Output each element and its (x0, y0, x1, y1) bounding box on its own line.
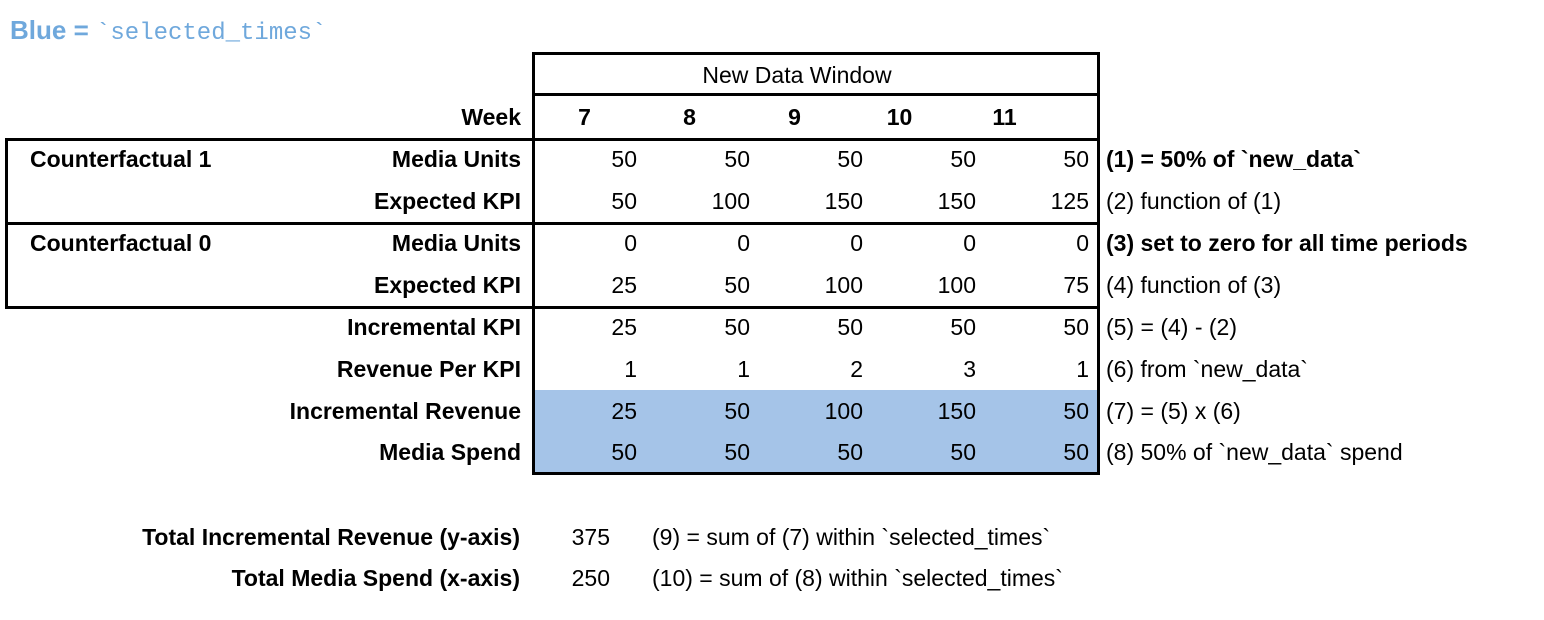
row-note: (8) 50% of `new_data` spend (1106, 439, 1403, 465)
table-cell: 1 (624, 356, 637, 382)
table-cell: 100 (824, 272, 863, 298)
table-cell: 1 (1076, 356, 1089, 382)
table-cell: 50 (950, 146, 976, 172)
table-cell-highlighted: 50 (1063, 398, 1089, 424)
total-media-spend-value: 250 (571, 565, 610, 591)
grid-line-below-header (532, 93, 1100, 96)
week-header-cell: 8 (683, 104, 696, 130)
table-cell: 0 (737, 230, 750, 256)
table-cell: 150 (937, 188, 976, 214)
selected-times-highlight (535, 390, 1097, 472)
table-cell: 50 (611, 146, 637, 172)
table-cell-highlighted: 100 (824, 398, 863, 424)
table-cell: 50 (724, 314, 750, 340)
week-header-cell: 7 (578, 104, 591, 130)
table-cell: 50 (724, 272, 750, 298)
grid-line-bottom (532, 472, 1100, 475)
row-label: Incremental KPI (347, 314, 521, 340)
table-cell: 50 (724, 146, 750, 172)
week-row-label: Week (461, 104, 521, 130)
row-note: (1) = 50% of `new_data` (1106, 146, 1361, 172)
table-cell: 1 (737, 356, 750, 382)
week-header-cell: 9 (788, 104, 801, 130)
table-cell-highlighted: 25 (611, 398, 637, 424)
legend-code-selected-times: `selected_times` (95, 20, 327, 47)
table-cell-highlighted: 50 (724, 398, 750, 424)
table-cell: 150 (824, 188, 863, 214)
table-cell: 50 (837, 146, 863, 172)
grid-line-left (532, 52, 535, 475)
table-cell: 75 (1063, 272, 1089, 298)
table-cell-highlighted: 50 (611, 439, 637, 465)
new-data-window-header: New Data Window (702, 62, 892, 88)
row-note: (2) function of (1) (1106, 188, 1282, 214)
row-label: Revenue Per KPI (336, 356, 521, 382)
grid-line-below-week (5, 138, 1100, 141)
table-cell: 50 (611, 188, 637, 214)
total-media-spend-note: (10) = sum of (8) within `selected_times… (652, 565, 1063, 591)
table-cell-highlighted: 50 (1063, 439, 1089, 465)
grid-line-top (532, 52, 1100, 55)
table-cell: 3 (963, 356, 976, 382)
row-note: (6) from `new_data` (1106, 356, 1308, 382)
label-box-left (5, 138, 8, 309)
grid-line-below-counterfactual0 (5, 306, 1100, 309)
table-cell: 125 (1050, 188, 1089, 214)
section-label-counterfactual-0: Counterfactual 0 (30, 230, 212, 256)
row-label: Media Units (391, 230, 521, 256)
table-cell-highlighted: 50 (724, 439, 750, 465)
week-header-cell: 11 (992, 104, 1017, 130)
total-incremental-revenue-label: Total Incremental Revenue (y-axis) (142, 524, 520, 550)
row-label: Media Spend (379, 439, 521, 465)
total-incremental-revenue-value: 375 (571, 524, 610, 550)
row-label: Expected KPI (374, 188, 521, 214)
row-note: (4) function of (3) (1106, 272, 1282, 298)
total-media-spend-label: Total Media Spend (x-axis) (231, 565, 520, 591)
table-cell: 25 (611, 314, 637, 340)
table-cell: 50 (1063, 146, 1089, 172)
table-cell-highlighted: 150 (937, 398, 976, 424)
row-note: (3) set to zero for all time periods (1106, 230, 1468, 256)
table-cell: 100 (937, 272, 976, 298)
table-cell: 50 (1063, 314, 1089, 340)
table-cell: 50 (950, 314, 976, 340)
total-incremental-revenue-note: (9) = sum of (7) within `selected_times` (652, 524, 1051, 550)
table-cell-highlighted: 50 (837, 439, 863, 465)
table-cell: 2 (850, 356, 863, 382)
table-cell: 50 (837, 314, 863, 340)
week-header-cell: 10 (886, 104, 913, 130)
legend: Blue = `selected_times` (10, 12, 326, 48)
row-label: Expected KPI (374, 272, 521, 298)
table-cell-highlighted: 50 (950, 439, 976, 465)
table-cell: 0 (1076, 230, 1089, 256)
row-label: Incremental Revenue (289, 398, 521, 424)
section-label-counterfactual-1: Counterfactual 1 (30, 146, 212, 172)
grid-line-right (1097, 52, 1100, 475)
row-note: (5) = (4) - (2) (1106, 314, 1237, 340)
legend-prefix: Blue = (10, 15, 96, 45)
table-cell: 25 (611, 272, 637, 298)
table-cell: 0 (624, 230, 637, 256)
row-label: Media Units (391, 146, 521, 172)
table-cell: 0 (850, 230, 863, 256)
table-cell: 100 (711, 188, 750, 214)
row-note: (7) = (5) x (6) (1106, 398, 1241, 424)
table-cell: 0 (963, 230, 976, 256)
grid-line-between-counterfactuals (5, 222, 1100, 225)
